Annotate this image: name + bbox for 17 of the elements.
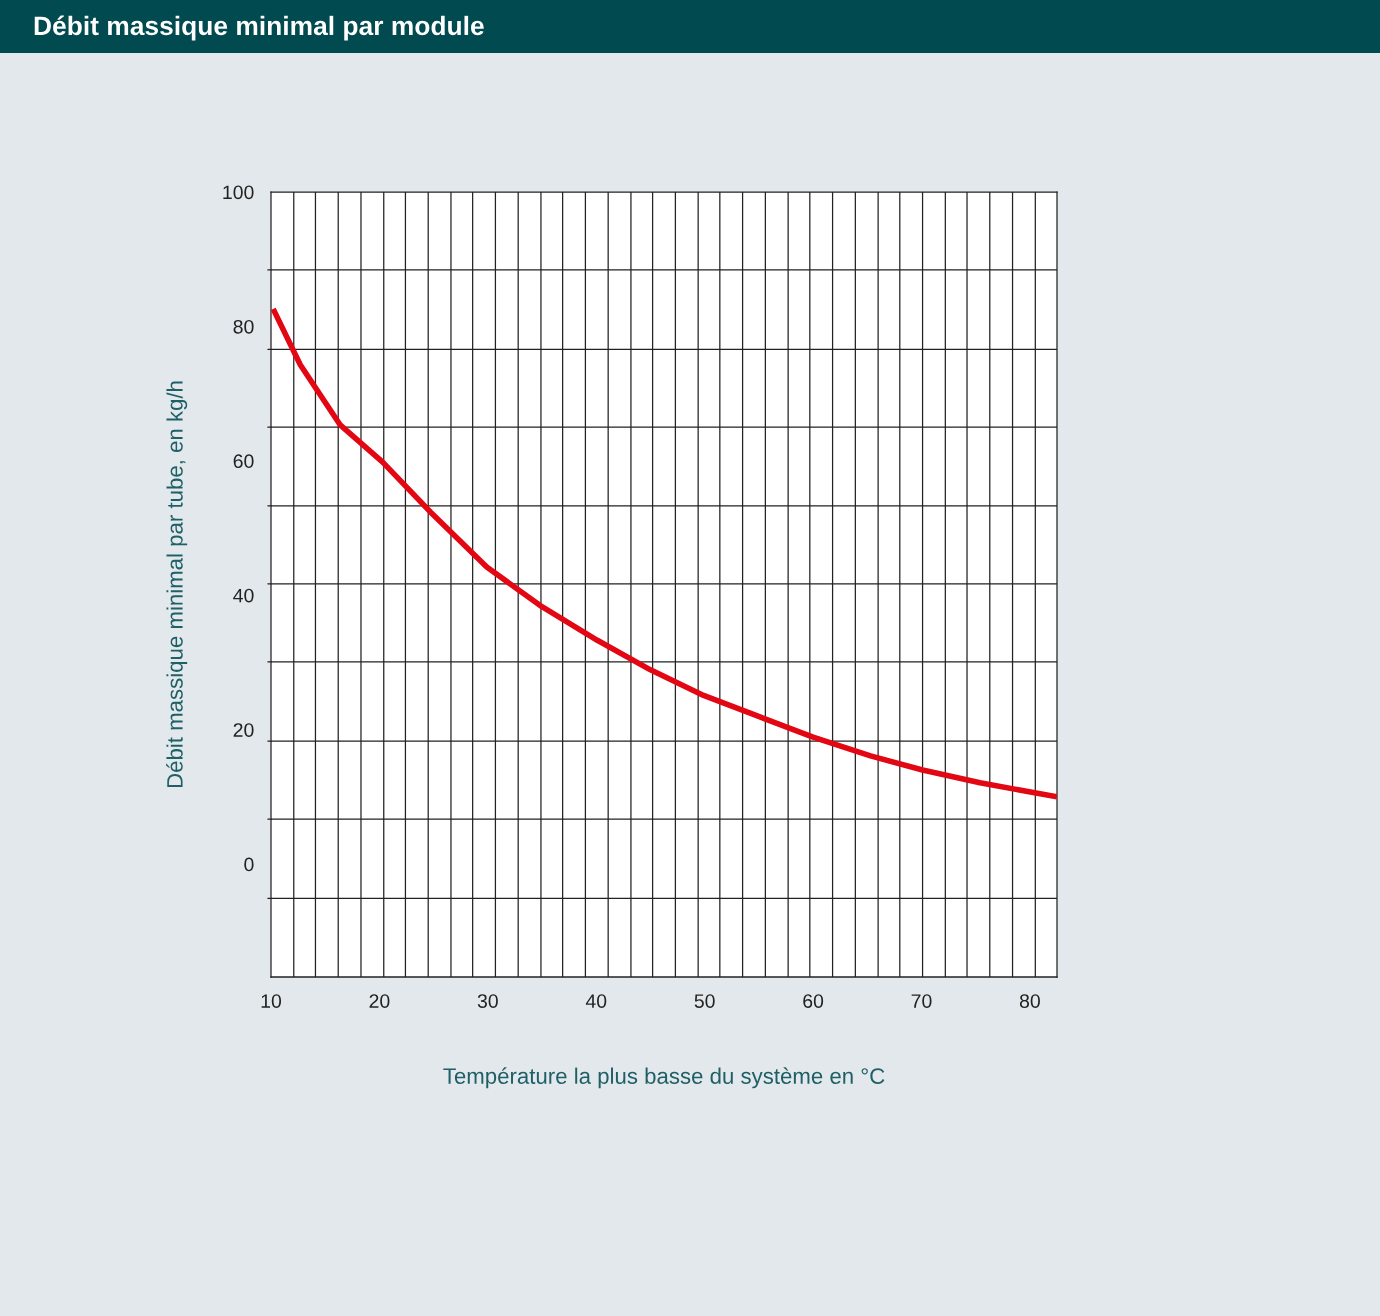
y-tick-label: 60 — [233, 454, 254, 469]
x-tick-label: 10 — [261, 994, 282, 1008]
x-tick-label: 50 — [694, 994, 715, 1008]
y-axis-title: Débit massique minimal par tube, en kg/h — [166, 381, 188, 788]
x-tick-label: 60 — [803, 994, 824, 1008]
y-tick-label: 40 — [233, 588, 254, 603]
chart-title: Débit massique minimal par module — [34, 15, 484, 41]
y-tick-label: 0 — [244, 857, 254, 872]
x-tick-label: 20 — [369, 994, 390, 1008]
x-axis-title: Température la plus basse du système en °C — [443, 1067, 885, 1089]
y-tick-label: 80 — [233, 319, 254, 334]
y-tick-label: 100 — [223, 185, 254, 200]
x-tick-label: 40 — [585, 994, 607, 1008]
x-tick-label: 30 — [477, 994, 498, 1008]
y-tick-label: 20 — [233, 723, 254, 737]
x-tick-label: 80 — [1019, 994, 1040, 1008]
x-tick-label: 70 — [911, 994, 932, 1008]
